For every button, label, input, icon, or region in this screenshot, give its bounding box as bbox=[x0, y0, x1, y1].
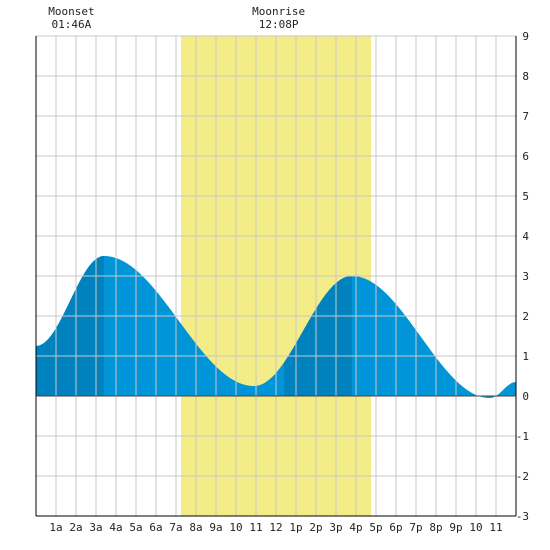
x-tick-label: 7p bbox=[409, 521, 422, 534]
annotation-label: Moonset bbox=[48, 5, 94, 18]
annotation-label: Moonrise bbox=[252, 5, 305, 18]
x-tick-label: 10 bbox=[469, 521, 482, 534]
x-tick-label: 10 bbox=[229, 521, 242, 534]
x-tick-label: 1a bbox=[49, 521, 62, 534]
axis-layer bbox=[35, 36, 517, 517]
y-tick-label: -2 bbox=[516, 470, 529, 483]
x-tick-label: 8a bbox=[189, 521, 202, 534]
x-tick-label: 6p bbox=[389, 521, 402, 534]
y-tick-label: 5 bbox=[522, 190, 529, 203]
x-tick-label: 6a bbox=[149, 521, 162, 534]
x-tick-label: 11 bbox=[489, 521, 502, 534]
y-tick-label: 6 bbox=[522, 150, 529, 163]
annotation-time: 01:46A bbox=[52, 18, 92, 31]
tide-area-dark-2 bbox=[284, 276, 352, 396]
y-tick-label: 7 bbox=[522, 110, 529, 123]
x-tick-label: 5p bbox=[369, 521, 382, 534]
grid-layer bbox=[36, 35, 516, 517]
x-tick-label: 9p bbox=[449, 521, 462, 534]
y-tick-label: 9 bbox=[522, 30, 529, 43]
y-tick-label: 2 bbox=[522, 310, 529, 323]
x-tick-label: 3p bbox=[329, 521, 342, 534]
x-tick-label: 7a bbox=[169, 521, 182, 534]
x-tick-label: 11 bbox=[249, 521, 262, 534]
x-tick-label: 9a bbox=[209, 521, 222, 534]
y-tick-label: 8 bbox=[522, 70, 529, 83]
x-tick-label: 4a bbox=[109, 521, 122, 534]
x-tick-label: 2a bbox=[69, 521, 82, 534]
annotation-time: 12:08P bbox=[259, 18, 299, 31]
x-tick-label: 2p bbox=[309, 521, 322, 534]
y-tick-label: 1 bbox=[522, 350, 529, 363]
x-tick-label: 4p bbox=[349, 521, 362, 534]
x-tick-label: 8p bbox=[429, 521, 442, 534]
y-tick-label: -3 bbox=[516, 510, 529, 523]
y-tick-label: -1 bbox=[516, 430, 529, 443]
y-tick-label: 4 bbox=[522, 230, 529, 243]
x-tick-label: 12 bbox=[269, 521, 282, 534]
x-tick-label: 1p bbox=[289, 521, 302, 534]
tide-area-dark-1 bbox=[36, 256, 104, 396]
x-tick-labels: 1a 2a 3a 4a 5a 6a 7a 8a 9a 10 11 12 1p 2p 3p 4p 5p 6p 7p 8p… bbox=[49, 521, 502, 534]
y-tick-label: 0 bbox=[522, 390, 529, 403]
y-tick-labels: -3 -2 -1 0 1 2 3 4 5 6 7 8 9 bbox=[516, 30, 530, 523]
y-tick-label: 3 bbox=[522, 270, 529, 283]
x-tick-label: 3a bbox=[89, 521, 102, 534]
x-tick-label: 5a bbox=[129, 521, 142, 534]
